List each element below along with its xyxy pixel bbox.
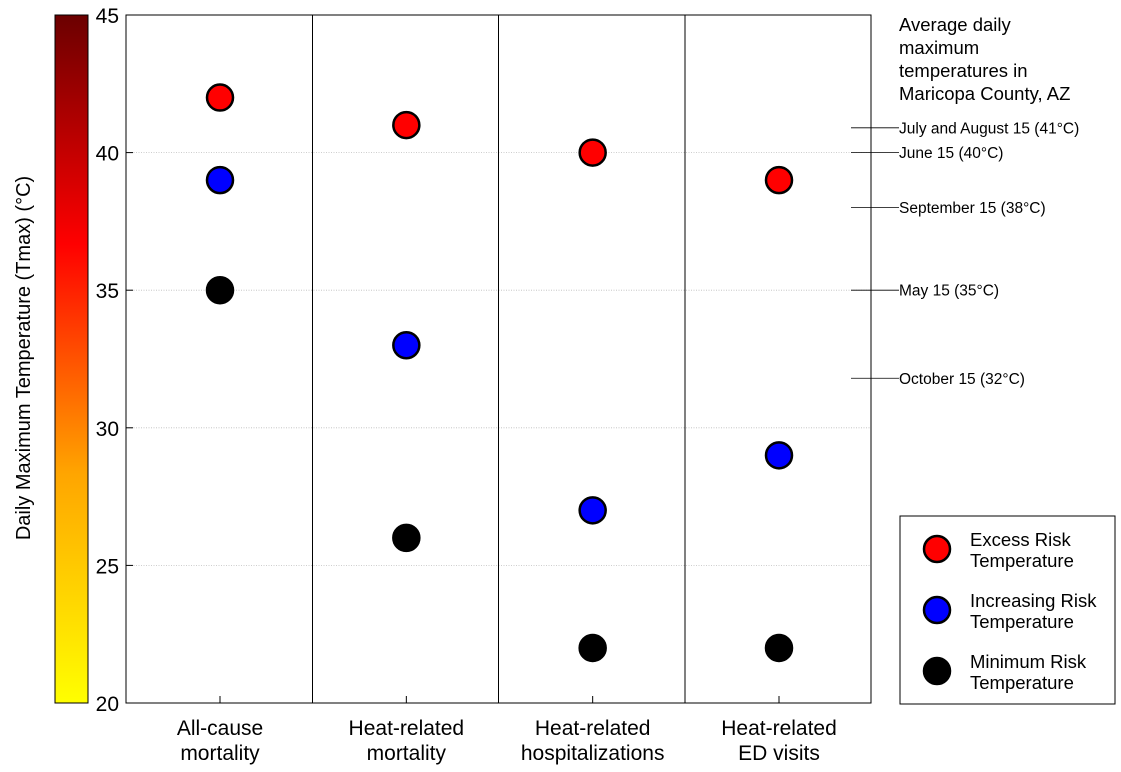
y-tick-label: 35 — [96, 280, 119, 303]
data-point-excess-risk-temperature — [764, 165, 794, 195]
legend-marker — [922, 595, 952, 625]
x-category-label: ED visits — [738, 742, 820, 765]
x-category-label: hospitalizations — [521, 742, 665, 765]
colorbar-gradient — [54, 14, 89, 704]
legend-label: Excess Risk — [970, 529, 1071, 550]
annotation-label: June 15 (40°C) — [899, 145, 1003, 162]
x-category-label: Heat-related — [721, 717, 837, 740]
annotation-label: September 15 (38°C) — [899, 200, 1046, 217]
y-tick-label: 30 — [96, 418, 119, 441]
annotation-label: July and August 15 (41°C) — [899, 120, 1079, 137]
x-category-labels: All-causemortalityHeat-relatedmortalityH… — [177, 696, 837, 765]
y-ticks: 20 25 30 35 40 45 — [96, 5, 133, 716]
data-point-increasing-risk-temperature — [392, 330, 421, 360]
data-point-increasing-risk-temperature — [764, 441, 794, 470]
annotation-title-line: Maricopa County, AZ — [899, 83, 1070, 104]
legend-marker — [922, 656, 952, 686]
data-point-increasing-risk-temperature — [205, 165, 235, 195]
data-point-increasing-risk-temperature — [578, 496, 607, 525]
data-points — [205, 83, 794, 663]
x-category-label: All-cause — [177, 717, 263, 740]
data-point-excess-risk-temperature — [205, 83, 235, 112]
data-point-minimum-risk-temperature — [578, 633, 607, 663]
legend-label: Minimum Risk — [970, 651, 1087, 672]
y-tick-label: 20 — [96, 693, 119, 716]
legend-label: Temperature — [970, 672, 1074, 693]
data-point-minimum-risk-temperature — [764, 633, 794, 663]
axes — [125, 14, 872, 704]
legend-label: Temperature — [970, 611, 1074, 632]
x-category-label: Heat-related — [535, 717, 651, 740]
x-category-label: mortality — [180, 742, 260, 765]
data-point-minimum-risk-temperature — [205, 275, 235, 305]
x-category-label: mortality — [367, 742, 447, 765]
annotation-title-line: maximum — [899, 37, 979, 58]
legend-marker — [922, 534, 952, 564]
y-tick-label: 45 — [96, 5, 119, 28]
data-point-excess-risk-temperature — [578, 138, 607, 167]
legend-label: Temperature — [970, 550, 1074, 571]
annotation-title-line: Average daily — [899, 14, 1012, 35]
colorbar — [54, 14, 89, 704]
annotation-label: October 15 (32°C) — [899, 371, 1025, 388]
y-tick-label: 25 — [96, 555, 119, 578]
y-tick-label: 40 — [96, 143, 119, 166]
y-axis-label: Daily Maximum Temperature (Tmax) (°C) — [13, 176, 35, 540]
x-category-label: Heat-related — [349, 717, 465, 740]
data-point-excess-risk-temperature — [392, 110, 421, 140]
annotation-title-line: temperatures in — [899, 60, 1028, 81]
annotation-label: May 15 (35°C) — [899, 283, 999, 300]
legend-label: Increasing Risk — [970, 590, 1097, 611]
data-point-minimum-risk-temperature — [392, 523, 421, 553]
